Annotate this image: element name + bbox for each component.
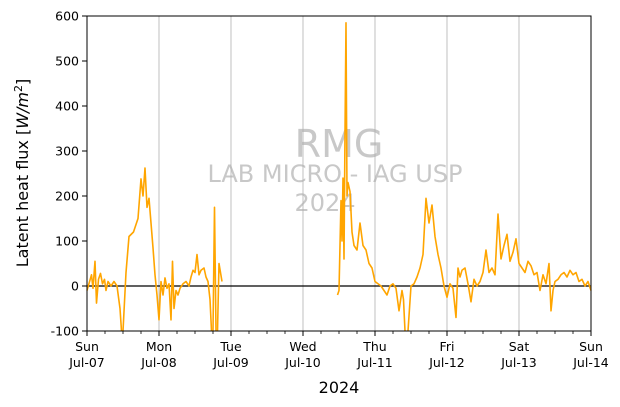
series-line-segment <box>216 262 223 332</box>
y-tick-label: 500 <box>55 54 79 69</box>
y-axis-title-exponent: 2 <box>12 85 25 92</box>
x-tick-label-day: Fri <box>440 339 455 354</box>
x-tick-label-date: Jul-14 <box>572 355 609 370</box>
series-line-segment <box>122 167 213 332</box>
x-tick-label-date: Jul-08 <box>140 355 177 370</box>
y-tick-label: 0 <box>71 279 79 294</box>
y-tick-label: 300 <box>55 144 79 159</box>
x-tick-label-day: Mon <box>146 339 172 354</box>
y-axis-title-suffix: ] <box>13 79 32 85</box>
x-tick-label-date: Jul-11 <box>356 355 393 370</box>
y-axis-title-prefix: Latent heat flux [ <box>13 129 32 268</box>
y-tick-label: 100 <box>55 234 79 249</box>
x-tick-label-day: Sun <box>75 339 99 354</box>
watermark-line-3: 2024 <box>294 189 355 217</box>
x-tick-label-day: Tue <box>219 339 242 354</box>
series-latent-heat-flux <box>86 21 592 332</box>
x-tick-label-day: Wed <box>289 339 316 354</box>
series-line-segment <box>212 206 217 332</box>
x-tick-label-day: Thu <box>362 339 386 354</box>
x-axis-title: 2024 <box>319 378 360 397</box>
x-tick-label-date: Jul-09 <box>212 355 249 370</box>
x-axis-ticks: SunJul-07MonJul-08TueJul-09WedJul-10ThuJ… <box>68 331 609 370</box>
x-tick-label-date: Jul-12 <box>428 355 465 370</box>
y-tick-label: 600 <box>55 9 79 24</box>
watermark-line-1: RMG <box>295 122 384 166</box>
y-tick-label: 400 <box>55 99 79 114</box>
series-line-segment <box>86 260 123 332</box>
x-tick-label-day: Sun <box>579 339 603 354</box>
series-line-segment <box>407 197 592 332</box>
watermark-line-2: LAB MICRO - IAG USP <box>207 160 462 188</box>
x-tick-label-date: Jul-07 <box>68 355 105 370</box>
x-tick-label-day: Sat <box>509 339 530 354</box>
y-tick-label: -100 <box>51 324 79 339</box>
y-axis-title-unit: W/m <box>13 92 32 129</box>
x-tick-label-date: Jul-10 <box>284 355 321 370</box>
watermark: RMG LAB MICRO - IAG USP 2024 <box>207 122 462 217</box>
y-tick-label: 200 <box>55 189 79 204</box>
y-axis-title: Latent heat flux [W/m2] <box>12 79 33 268</box>
series-line-segment <box>336 21 406 332</box>
x-tick-label-date: Jul-13 <box>500 355 537 370</box>
y-axis-ticks: -100 0 100 200 300 400 500 600 <box>51 9 87 339</box>
